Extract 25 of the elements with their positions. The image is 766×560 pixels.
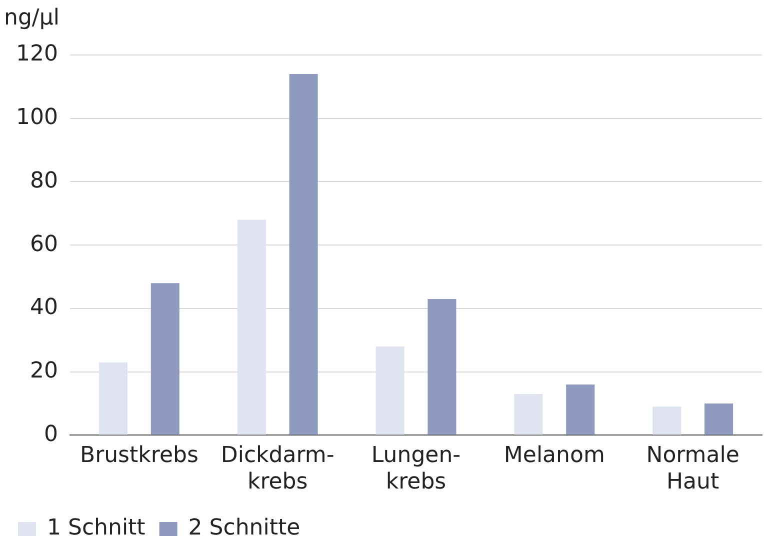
y-tick-label: 0 <box>44 422 58 447</box>
bar <box>289 74 318 435</box>
y-axis-title: ng/µl <box>4 6 60 31</box>
x-tick-label: Brustkrebs <box>80 443 198 468</box>
legend-label: 1 Schnitt <box>47 516 146 541</box>
y-tick-label: 60 <box>30 232 58 257</box>
legend-label: 2 Schnitte <box>188 516 300 541</box>
bar <box>704 404 734 435</box>
bar <box>98 362 128 435</box>
bar <box>237 220 266 435</box>
y-tick-label: 80 <box>30 168 58 194</box>
bar <box>428 298 456 435</box>
x-tick-label: Normale Haut <box>646 443 740 495</box>
y-tick-label: 40 <box>30 295 58 320</box>
bar <box>150 283 180 435</box>
y-tick-label: 100 <box>16 105 58 130</box>
y-tick-label: 20 <box>30 358 58 384</box>
x-tick-label: Melanom <box>504 443 605 468</box>
y-tick-label: 120 <box>16 42 58 67</box>
bar <box>566 384 595 435</box>
bar <box>376 346 404 435</box>
bar <box>514 394 543 435</box>
x-tick-label: Lungen- krebs <box>371 443 461 495</box>
x-tick-label: Dickdarm- krebs <box>220 443 334 495</box>
bar <box>652 406 682 435</box>
